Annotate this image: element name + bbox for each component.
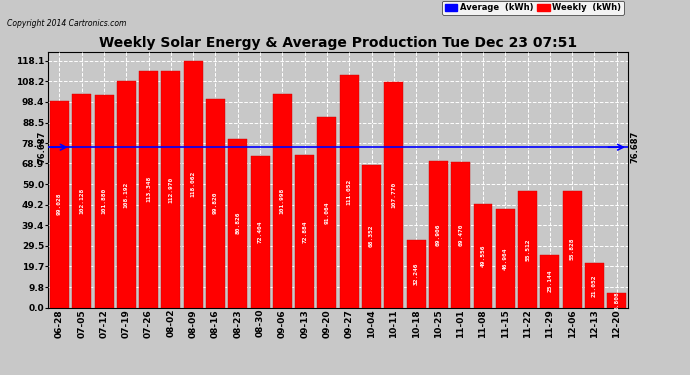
Text: 55.828: 55.828 — [570, 238, 575, 260]
Text: 69.470: 69.470 — [458, 224, 463, 246]
Bar — [72, 94, 91, 308]
Bar — [161, 71, 180, 308]
Bar — [384, 82, 403, 308]
Text: 99.028: 99.028 — [57, 193, 62, 215]
Bar — [540, 255, 560, 308]
Bar — [184, 61, 203, 308]
Text: 72.404: 72.404 — [257, 220, 263, 243]
Bar — [362, 165, 381, 308]
Text: 107.770: 107.770 — [391, 182, 396, 208]
Bar — [473, 204, 493, 308]
Bar — [95, 94, 113, 308]
Text: 49.556: 49.556 — [480, 244, 486, 267]
Text: 111.052: 111.052 — [347, 178, 352, 205]
Text: 99.820: 99.820 — [213, 192, 218, 214]
Bar — [206, 99, 225, 308]
Text: 101.998: 101.998 — [280, 188, 285, 214]
Bar — [406, 240, 426, 308]
Bar — [496, 209, 515, 308]
Bar — [451, 162, 470, 308]
Text: 76.687: 76.687 — [630, 131, 639, 164]
Text: 101.880: 101.880 — [101, 188, 106, 214]
Bar — [295, 155, 314, 308]
Title: Weekly Solar Energy & Average Production Tue Dec 23 07:51: Weekly Solar Energy & Average Production… — [99, 36, 577, 50]
Text: 32.246: 32.246 — [413, 262, 419, 285]
Bar — [228, 138, 247, 308]
Legend: Average  (kWh), Weekly  (kWh): Average (kWh), Weekly (kWh) — [442, 1, 624, 15]
Text: 113.348: 113.348 — [146, 176, 151, 202]
Text: Copyright 2014 Cartronics.com: Copyright 2014 Cartronics.com — [7, 19, 126, 28]
Text: 108.192: 108.192 — [124, 181, 129, 207]
Bar — [563, 191, 582, 308]
Bar — [518, 192, 537, 308]
Bar — [339, 75, 359, 308]
Text: 21.052: 21.052 — [592, 274, 597, 297]
Bar — [317, 117, 337, 308]
Text: 118.062: 118.062 — [190, 171, 196, 197]
Bar — [139, 70, 158, 308]
Text: 68.352: 68.352 — [369, 225, 374, 248]
Text: 91.064: 91.064 — [324, 201, 329, 223]
Text: 102.128: 102.128 — [79, 188, 84, 214]
Text: 72.884: 72.884 — [302, 220, 307, 243]
Bar — [273, 94, 292, 308]
Text: 112.970: 112.970 — [168, 176, 173, 203]
Bar — [50, 100, 69, 308]
Bar — [585, 264, 604, 308]
Bar — [117, 81, 136, 308]
Text: 80.826: 80.826 — [235, 212, 240, 234]
Text: 69.906: 69.906 — [436, 223, 441, 246]
Text: 25.144: 25.144 — [547, 270, 553, 292]
Bar — [429, 161, 448, 308]
Text: 55.512: 55.512 — [525, 238, 530, 261]
Bar — [250, 156, 270, 308]
Bar — [607, 293, 627, 308]
Text: 76.687: 76.687 — [37, 131, 46, 164]
Text: 46.964: 46.964 — [503, 247, 508, 270]
Text: 6.808: 6.808 — [614, 291, 619, 310]
